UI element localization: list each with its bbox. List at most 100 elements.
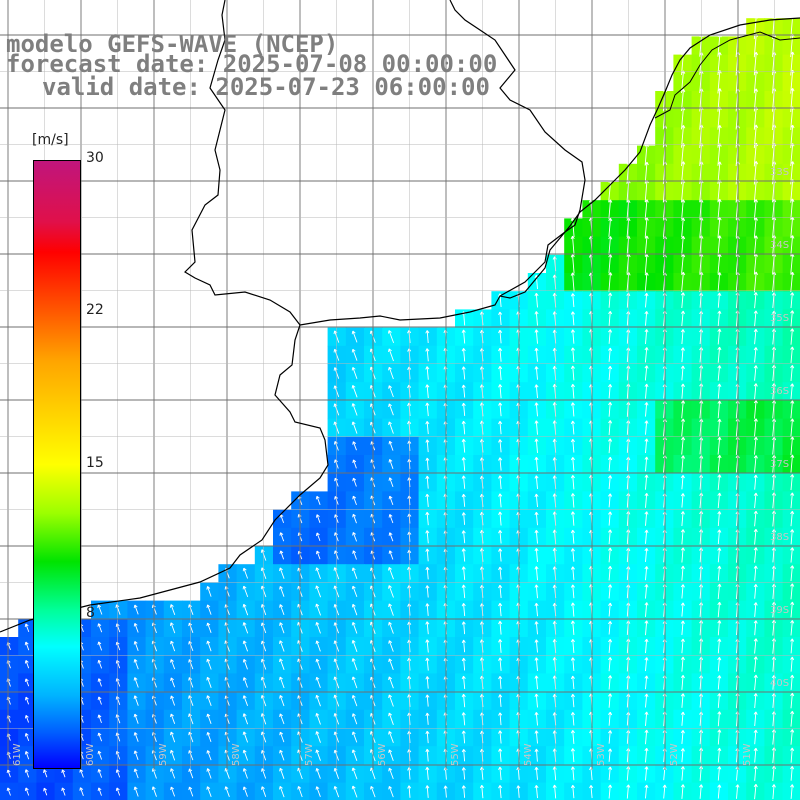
wind-arrow	[680, 602, 685, 617]
wind-arrow	[644, 402, 649, 417]
wind-arrow	[461, 621, 466, 635]
wind-arrow	[151, 786, 157, 797]
wind-arrow	[206, 604, 212, 615]
wind-arrow	[753, 674, 758, 691]
colorbar-tick-30: 30	[86, 150, 104, 166]
wind-arrow	[206, 768, 212, 779]
wind-arrow	[608, 254, 613, 274]
wind-arrow	[717, 292, 722, 308]
wind-arrow	[388, 731, 394, 743]
wind-arrow	[97, 769, 103, 778]
wind-arrow	[388, 459, 394, 469]
wind-arrow	[608, 565, 613, 581]
wind-arrow	[644, 217, 649, 238]
wind-arrow	[680, 292, 686, 309]
wind-arrow	[570, 566, 575, 580]
wind-arrow	[498, 548, 503, 562]
wind-arrow	[644, 602, 649, 617]
wind-arrow	[498, 748, 503, 762]
wind-arrow	[753, 310, 758, 327]
wind-arrow	[443, 785, 448, 798]
wind-arrow	[717, 365, 722, 381]
wind-arrow	[570, 584, 575, 599]
wind-arrow	[644, 329, 649, 345]
wind-arrow	[717, 638, 722, 654]
lon-label: 53W	[596, 743, 607, 766]
wind-arrow	[97, 696, 102, 705]
lon-label: 51W	[742, 743, 753, 766]
wind-arrow	[608, 711, 613, 726]
wind-arrow	[352, 477, 357, 487]
wind-arrow	[608, 199, 613, 219]
wind-arrow	[170, 640, 176, 652]
wind-arrow	[644, 272, 649, 292]
wind-arrow	[534, 311, 539, 326]
wind-arrow	[717, 747, 722, 763]
wind-arrow	[753, 217, 759, 238]
wind-arrow	[43, 769, 48, 778]
wind-arrow	[169, 622, 176, 634]
lon-label: 58W	[231, 743, 242, 766]
wind-arrow	[498, 566, 503, 580]
wind-arrow	[279, 622, 285, 634]
wind-arrow	[534, 384, 539, 399]
wind-arrow	[387, 330, 395, 344]
wind-arrow	[534, 584, 539, 599]
wind-arrow	[461, 530, 466, 544]
wind-arrow	[206, 750, 212, 761]
wind-arrow	[771, 784, 776, 800]
wind-arrow	[97, 641, 103, 651]
wind-arrow	[260, 713, 267, 725]
wind-arrow	[388, 749, 394, 761]
wind-arrow	[681, 436, 686, 455]
wind-arrow	[790, 436, 795, 456]
lon-label: 52W	[669, 743, 680, 766]
wind-arrow	[790, 784, 795, 799]
wind-arrow	[315, 622, 321, 634]
wind-arrow	[717, 547, 722, 563]
wind-arrow	[24, 732, 30, 742]
wind-arrow	[717, 125, 722, 148]
wind-arrow	[498, 584, 503, 598]
wind-arrow	[790, 710, 795, 727]
wind-arrow	[534, 475, 539, 489]
wind-arrow	[279, 585, 285, 597]
wind-arrow	[61, 769, 66, 778]
wind-arrow	[790, 310, 795, 327]
wind-arrow	[498, 493, 503, 508]
colorbar	[33, 160, 81, 769]
wind-arrow	[717, 529, 722, 545]
wind-arrow	[681, 161, 686, 185]
wind-arrow	[24, 696, 30, 705]
wind-arrow	[608, 310, 613, 326]
wind-arrow	[753, 729, 758, 745]
wind-arrow	[206, 640, 212, 652]
wind-arrow	[790, 674, 795, 690]
wind-arrow	[570, 493, 575, 508]
wind-arrow	[351, 694, 358, 707]
wind-arrow	[680, 584, 685, 599]
wind-arrow	[753, 711, 758, 727]
wind-arrow	[388, 567, 394, 580]
wind-arrow	[680, 310, 686, 327]
wind-arrow	[351, 585, 358, 598]
wind-arrow	[753, 70, 759, 94]
wind-arrow	[425, 548, 430, 562]
wind-arrow	[534, 329, 539, 344]
wind-arrow	[425, 748, 430, 762]
wind-arrow	[534, 730, 539, 744]
wind-arrow	[388, 712, 394, 725]
wind-arrow	[6, 787, 11, 796]
wind-arrow	[644, 620, 649, 636]
wind-arrow	[115, 787, 121, 796]
wind-arrow	[717, 217, 722, 238]
wind-arrow	[461, 657, 466, 671]
wind-arrow	[170, 677, 176, 688]
wind-arrow	[133, 622, 139, 633]
wind-arrow	[680, 711, 685, 726]
wind-arrow	[680, 674, 685, 690]
wind-arrow	[425, 712, 430, 725]
wind-arrow	[425, 384, 430, 399]
wind-arrow	[644, 729, 649, 745]
wind-arrow	[608, 493, 613, 508]
